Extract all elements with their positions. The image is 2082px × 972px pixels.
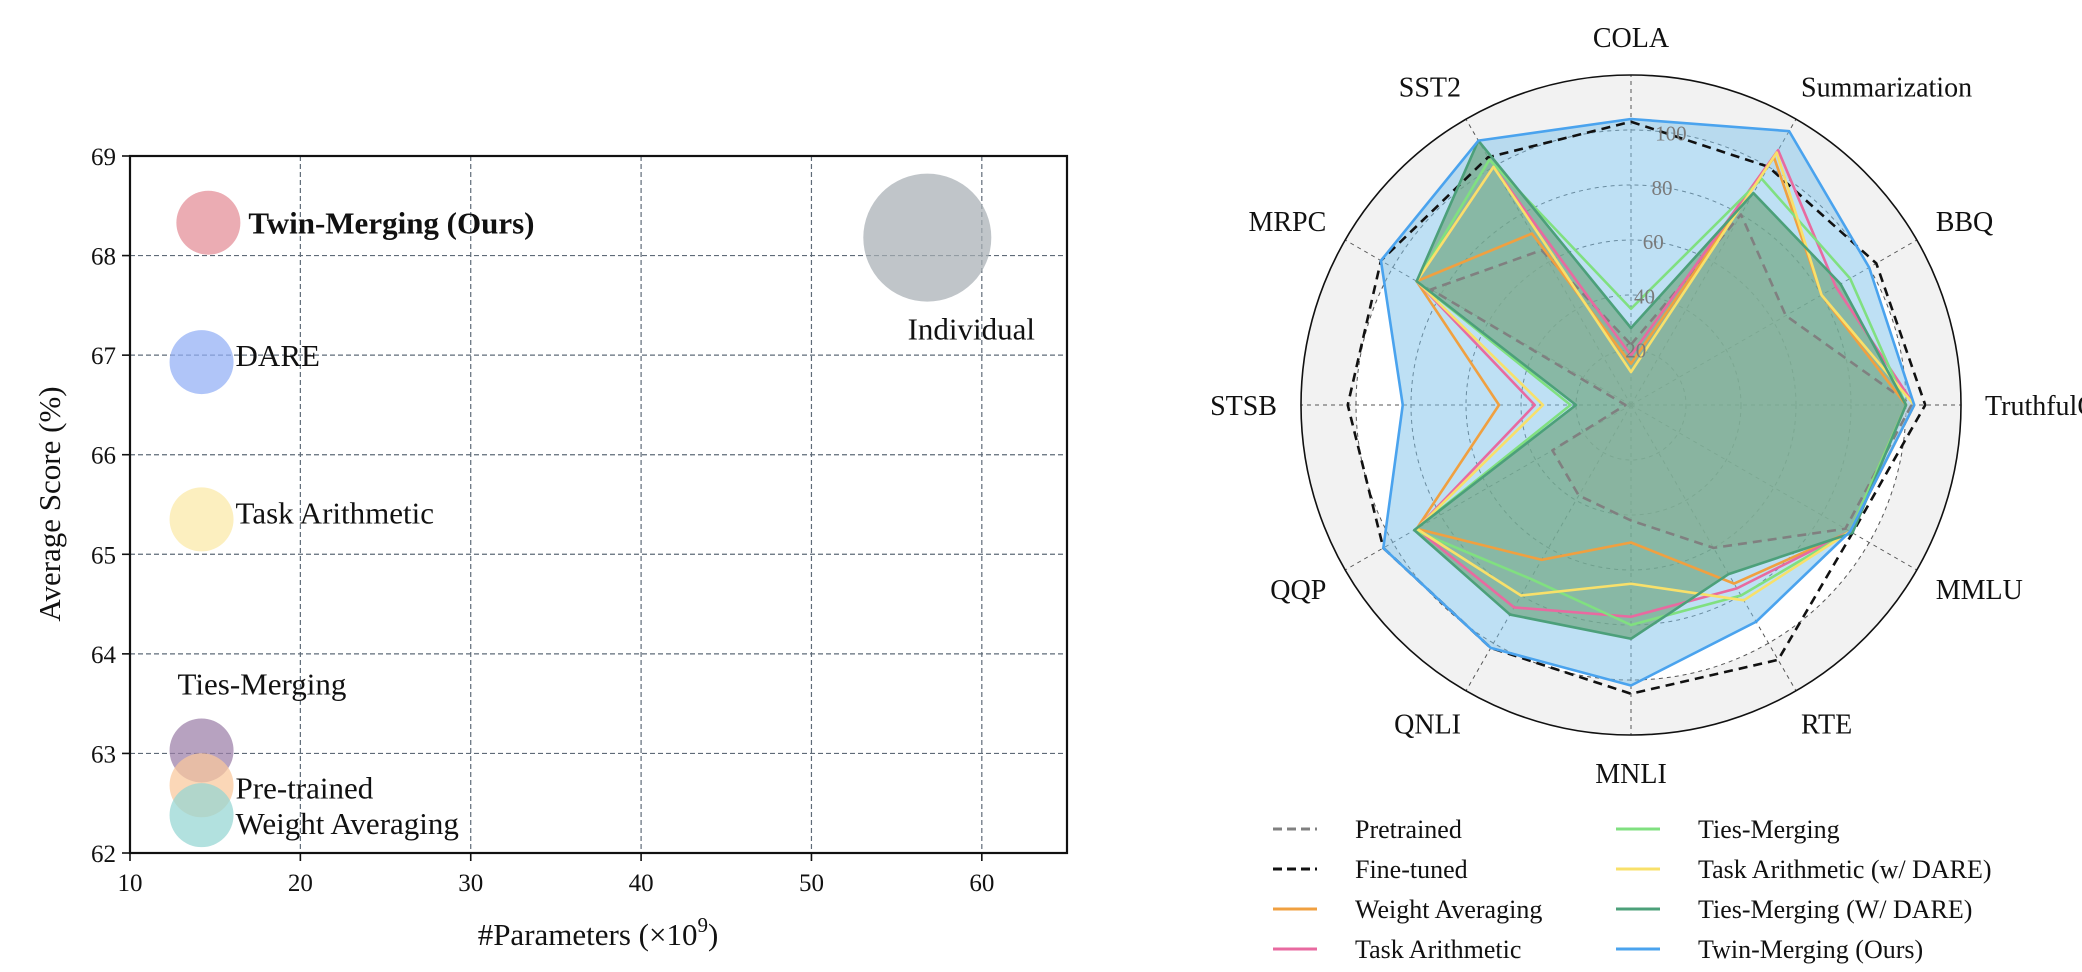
- scatter-bubble: [176, 190, 241, 255]
- radar-radial-tick-label: 60: [1643, 230, 1664, 254]
- radar-legend-label: Ties-Merging: [1698, 815, 1840, 844]
- scatter-chart: 10 20 30 40 50 60 62 63 64 65 66 67 68 69 Twin-Mergin…: [32, 144, 1069, 952]
- scatter-ticks: 10 20 30 40 50 60 62 63 64 65 66 67 68 69: [91, 144, 994, 897]
- radar-category-label: SST2: [1399, 72, 1461, 103]
- scatter-bubble: [169, 487, 234, 552]
- scatter-bubble: [169, 330, 234, 395]
- radar-radial-tick-label: 100: [1655, 122, 1687, 146]
- radar-series-fill: [1414, 140, 1906, 639]
- radar-category-label: BBQ: [1936, 207, 1994, 238]
- scatter-y-tick-label: 66: [91, 443, 116, 470]
- scatter-point-labels: Twin-Merging (Ours) DARE Task Arithmetic Ti…: [178, 206, 1035, 841]
- scatter-grid: [130, 156, 1067, 853]
- radar-legend-label: Pretrained: [1355, 815, 1462, 844]
- scatter-x-tick-label: 50: [799, 870, 824, 897]
- radar-category-label: MRPC: [1248, 207, 1326, 238]
- radar-category-label: QNLI: [1394, 710, 1461, 741]
- scatter-y-tick-label: 68: [91, 244, 116, 271]
- radar-category-label: QQP: [1270, 575, 1326, 606]
- radar-series-line: [1379, 117, 1916, 687]
- scatter-point-label: Individual: [908, 312, 1035, 347]
- scatter-y-tick-label: 65: [91, 542, 116, 569]
- radar-category-label: STSB: [1210, 391, 1277, 422]
- radar-legend-label: Task Arithmetic (w/ DARE): [1698, 855, 1992, 884]
- scatter-x-tick-label: 30: [458, 870, 483, 897]
- scatter-x-tick-label: 60: [969, 870, 994, 897]
- scatter-point-label: DARE: [236, 338, 320, 373]
- radar-chart: 20 40 60 80 100 COLA Summarization BBQ Truthful…: [1210, 23, 2082, 964]
- radar-category-label: MNLI: [1595, 759, 1667, 790]
- scatter-y-tick-label: 62: [91, 841, 116, 868]
- radar-legend-label: Fine-tuned: [1355, 855, 1468, 884]
- radar-category-label: TruthfulQA: [1985, 391, 2082, 422]
- scatter-x-tick-label: 40: [629, 870, 654, 897]
- scatter-point-label: Ties-Merging: [178, 666, 347, 701]
- radar-spoke: [1630, 404, 1797, 692]
- radar-radial-tick-label: 80: [1652, 176, 1673, 200]
- radar-category-labels: COLA Summarization BBQ TruthfulQA MMLU RTE MNL…: [1210, 23, 2082, 790]
- radar-outer-ring: [1300, 74, 1962, 736]
- scatter-bubbles: [169, 173, 992, 848]
- radar-radial-tick-label: 20: [1625, 339, 1646, 363]
- radar-legend-label: Twin-Merging (Ours): [1698, 935, 1923, 964]
- scatter-point-label: Twin-Merging (Ours): [248, 206, 534, 241]
- scatter-y-tick-label: 67: [91, 343, 116, 370]
- scatter-plot-frame: [128, 154, 1069, 855]
- radar-spoke: [1630, 404, 1918, 571]
- radar-category-label: COLA: [1593, 23, 1670, 54]
- scatter-point-label: Task Arithmetic: [236, 495, 434, 530]
- radar-radial-ticks: 20 40 60 80 100: [1625, 122, 1686, 363]
- scatter-y-axis-label: Average Score (%): [32, 386, 67, 621]
- scatter-bubble: [169, 783, 234, 848]
- scatter-point-label: Weight Averaging: [236, 806, 459, 841]
- scatter-y-tick-label: 69: [91, 144, 116, 171]
- radar-series-line: [1412, 139, 1908, 641]
- radar-legend-label: Ties-Merging (W/ DARE): [1698, 895, 1972, 924]
- scatter-x-tick-label: 20: [288, 870, 313, 897]
- radar-legend: Pretrained Fine-tuned Weight Averaging Task…: [1273, 815, 1992, 964]
- radar-radial-tick-label: 40: [1634, 284, 1655, 308]
- radar-category-label: RTE: [1801, 710, 1852, 741]
- radar-legend-label: Task Arithmetic: [1355, 935, 1521, 964]
- radar-category-label: Summarization: [1801, 72, 1972, 103]
- radar-series-line: [1429, 213, 1913, 550]
- scatter-y-tick-label: 64: [91, 642, 117, 669]
- scatter-point-label: Pre-trained: [236, 770, 374, 805]
- scatter-y-tick-label: 63: [91, 741, 116, 768]
- radar-series-lines: [1346, 117, 1927, 696]
- scatter-bubble: [863, 173, 992, 302]
- radar-category-label: MMLU: [1936, 575, 2023, 606]
- scatter-x-axis-label: #Parameters (×109): [478, 913, 719, 952]
- radar-legend-label: Weight Averaging: [1355, 895, 1542, 924]
- scatter-x-tick-label: 10: [118, 870, 143, 897]
